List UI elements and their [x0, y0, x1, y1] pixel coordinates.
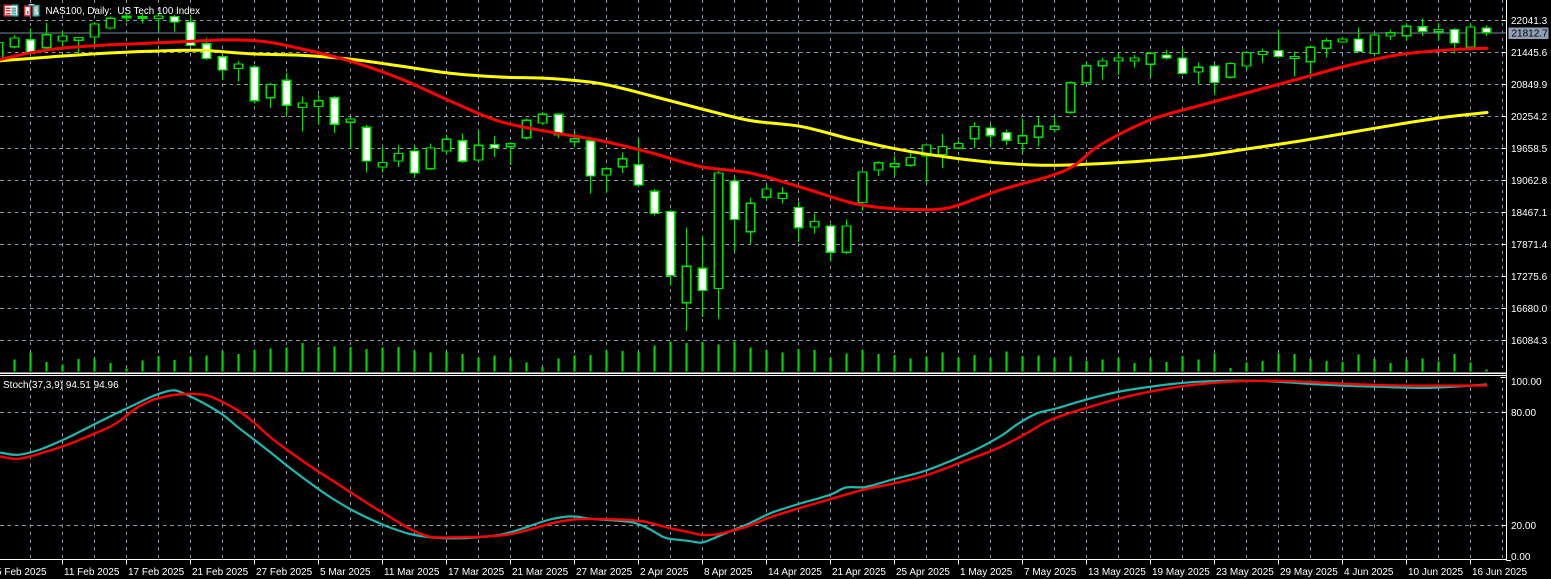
svg-text:16084.3: 16084.3 [1511, 336, 1548, 347]
svg-text:21 Mar 2025: 21 Mar 2025 [512, 567, 569, 578]
svg-text:27 Mar 2025: 27 Mar 2025 [576, 567, 633, 578]
svg-text:Stoch(37,3,9) 94.51 94.96: Stoch(37,3,9) 94.51 94.96 [3, 380, 119, 391]
svg-text:29 May 2025: 29 May 2025 [1280, 567, 1338, 578]
svg-text:13 May 2025: 13 May 2025 [1088, 567, 1146, 578]
svg-text:21812.7: 21812.7 [1512, 29, 1549, 40]
svg-text:17871.4: 17871.4 [1511, 240, 1548, 251]
svg-text:5 Feb 2025: 5 Feb 2025 [0, 567, 47, 578]
svg-text:27 Feb 2025: 27 Feb 2025 [256, 567, 313, 578]
svg-text:20849.9: 20849.9 [1511, 80, 1548, 91]
svg-text:11 Mar 2025: 11 Mar 2025 [384, 567, 440, 578]
svg-text:19 May 2025: 19 May 2025 [1152, 567, 1210, 578]
svg-text:23 May 2025: 23 May 2025 [1216, 567, 1274, 578]
svg-text:21 Feb 2025: 21 Feb 2025 [192, 567, 249, 578]
svg-text:25 Apr 2025: 25 Apr 2025 [896, 567, 950, 578]
svg-text:4 Jun 2025: 4 Jun 2025 [1344, 567, 1394, 578]
svg-text:20.00: 20.00 [1511, 521, 1536, 532]
svg-text:7 May 2025: 7 May 2025 [1024, 567, 1077, 578]
svg-text:1 May 2025: 1 May 2025 [960, 567, 1013, 578]
svg-text:NAS100, Daily: US Tech 100 In: NAS100, Daily: US Tech 100 Index [46, 6, 201, 17]
svg-text:5 Mar 2025: 5 Mar 2025 [320, 567, 371, 578]
svg-text:16680.0: 16680.0 [1511, 304, 1548, 315]
svg-text:17 Feb 2025: 17 Feb 2025 [128, 567, 185, 578]
svg-text:20254.2: 20254.2 [1511, 112, 1548, 123]
svg-text:21 Apr 2025: 21 Apr 2025 [832, 567, 886, 578]
svg-text:17275.6: 17275.6 [1511, 272, 1548, 283]
svg-text:8 Apr 2025: 8 Apr 2025 [704, 567, 753, 578]
svg-text:80.00: 80.00 [1511, 408, 1536, 419]
svg-text:2 Apr 2025: 2 Apr 2025 [640, 567, 689, 578]
svg-text:100.00: 100.00 [1511, 377, 1542, 388]
svg-text:19062.8: 19062.8 [1511, 176, 1548, 187]
svg-text:16 Jun 2025: 16 Jun 2025 [1472, 567, 1527, 578]
svg-text:11 Feb 2025: 11 Feb 2025 [64, 567, 120, 578]
svg-text:22041.3: 22041.3 [1511, 16, 1548, 27]
svg-text:21445.6: 21445.6 [1511, 48, 1548, 59]
svg-text:17 Mar 2025: 17 Mar 2025 [448, 567, 505, 578]
svg-text:19658.5: 19658.5 [1511, 144, 1548, 155]
svg-text:14 Apr 2025: 14 Apr 2025 [768, 567, 822, 578]
svg-text:10 Jun 2025: 10 Jun 2025 [1408, 567, 1463, 578]
svg-text:0.00: 0.00 [1511, 552, 1531, 563]
svg-text:18467.1: 18467.1 [1511, 208, 1548, 219]
